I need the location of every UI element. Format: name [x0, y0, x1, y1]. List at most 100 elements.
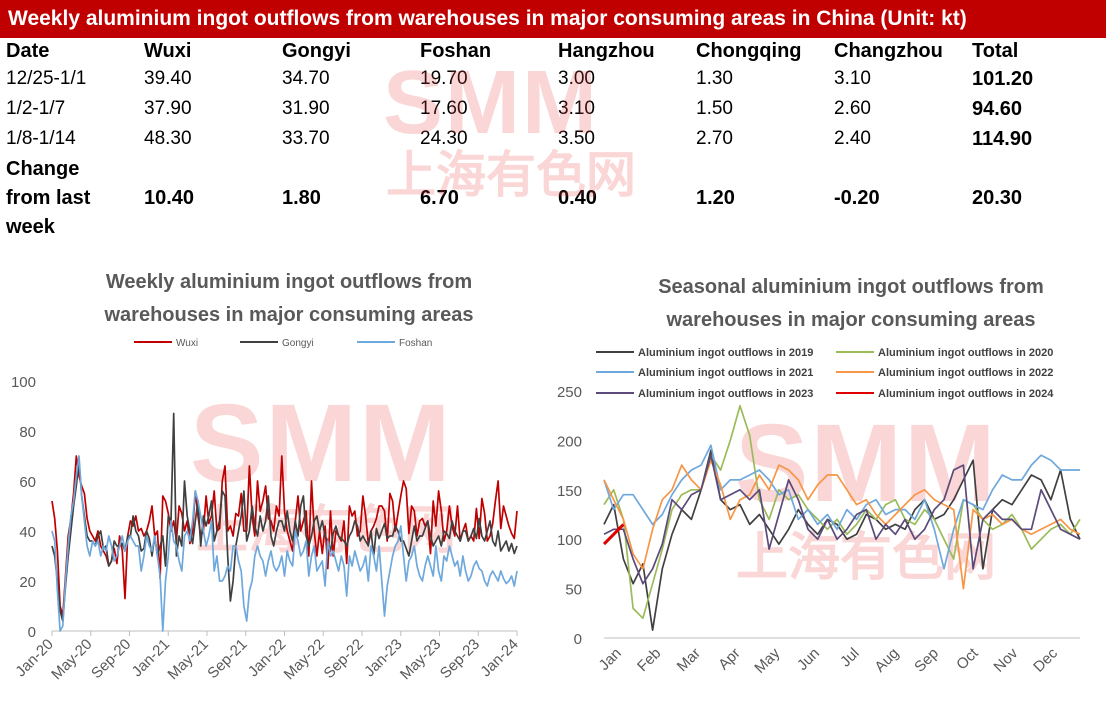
- x-tick-label: Sep-20: [88, 636, 134, 682]
- legend-label: Foshan: [399, 338, 432, 349]
- col-header-total: Total: [972, 39, 1019, 62]
- table-cell: 31.90: [282, 98, 330, 119]
- legend-item: Foshan: [357, 338, 432, 349]
- y-tick-label: 150: [557, 483, 582, 500]
- chart-title: Weekly aluminium ingot outflows from: [106, 271, 472, 293]
- chart-title: Seasonal aluminium ingot outflows from: [658, 276, 1044, 298]
- series-line: [602, 523, 625, 546]
- table-cell: 3.10: [558, 98, 595, 119]
- legend-item: Aluminium ingot outflows in 2022: [836, 367, 1053, 379]
- x-tick-label: Dec: [1030, 644, 1061, 675]
- table-cell: 2.70: [696, 128, 733, 149]
- table-cell: 39.40: [144, 68, 192, 89]
- change-label: Change from last week: [0, 154, 138, 242]
- series-line-foshan: [51, 455, 518, 632]
- x-tick-label: Sep-22: [321, 636, 367, 682]
- legend-item: Aluminium ingot outflows in 2024: [836, 388, 1054, 400]
- x-tick-label: Jul: [837, 645, 863, 671]
- series-line-wuxi: [51, 455, 518, 617]
- legend-label: Aluminium ingot outflows in 2023: [638, 388, 813, 400]
- table-cell: 3.50: [558, 128, 595, 149]
- change-cell: 10.40: [144, 186, 195, 209]
- table-cell: 37.90: [144, 98, 192, 119]
- chart-title: warehouses in major consuming areas: [103, 304, 473, 326]
- y-tick-label: 100: [557, 532, 582, 549]
- outflow-table: Date Wuxi Gongyi Foshan Hangzhou Chongqi…: [0, 38, 1106, 242]
- x-tick-label: Feb: [634, 645, 664, 675]
- table-cell: 1.30: [696, 68, 733, 89]
- table-cell: 19.70: [420, 68, 468, 89]
- table-cell: 1.50: [696, 98, 733, 119]
- table-cell-total: 114.90: [972, 127, 1033, 150]
- legend-item: Aluminium ingot outflows in 2023: [596, 388, 813, 400]
- legend-item: Aluminium ingot outflows in 2021: [596, 367, 813, 379]
- x-tick-label: Sep-21: [204, 636, 250, 682]
- x-tick-label: Mar: [674, 645, 704, 675]
- change-cell: 0.40: [558, 186, 597, 209]
- weekly-outflow-chart: Weekly aluminium ingot outflows from war…: [11, 271, 522, 683]
- x-tick-label: Nov: [990, 644, 1021, 675]
- table-cell-total: 94.60: [972, 97, 1023, 120]
- series-line: [603, 454, 1081, 585]
- table-cell: 1/8-1/14: [6, 128, 76, 149]
- x-tick-label: May-23: [397, 636, 444, 683]
- table-row: 1/2-1/7 37.90 31.90 17.60 3.10 1.50 2.60…: [0, 94, 1106, 124]
- legend-label: Aluminium ingot outflows in 2019: [638, 347, 813, 359]
- legend-label: Gongyi: [282, 338, 314, 349]
- table-cell: 3.00: [558, 68, 595, 89]
- x-tick-label: Jun: [794, 645, 823, 674]
- change-label-line: week: [6, 215, 55, 238]
- change-cell: 20.30: [972, 186, 1023, 209]
- table-cell: 1/2-1/7: [6, 98, 66, 119]
- legend-label: Aluminium ingot outflows in 2021: [638, 367, 813, 379]
- col-header-date: Date: [6, 39, 50, 62]
- table-cell: 34.70: [282, 68, 330, 89]
- legend-item: Wuxi: [134, 338, 198, 349]
- series-line: [603, 459, 1081, 590]
- col-header-changzhou: Changzhou: [834, 39, 943, 62]
- table-cell: 17.60: [420, 98, 468, 119]
- x-tick-label: Jan: [596, 645, 625, 674]
- table-cell: 3.10: [834, 68, 871, 89]
- y-tick-label: 250: [557, 384, 582, 401]
- x-tick-label: Oct: [953, 644, 982, 673]
- seasonal-outflow-chart: Seasonal aluminium ingot outflows from w…: [557, 276, 1081, 677]
- x-tick-label: May-20: [48, 636, 95, 683]
- x-tick-label: Apr: [715, 645, 744, 674]
- table-cell: 48.30: [144, 128, 192, 149]
- x-tick-label: May-21: [164, 636, 211, 683]
- change-cell: 1.20: [696, 186, 735, 209]
- y-tick-label: 100: [11, 374, 36, 391]
- chart-title: warehouses in major consuming areas: [665, 309, 1035, 331]
- table-header-row: Date Wuxi Gongyi Foshan Hangzhou Chongqi…: [0, 38, 1106, 64]
- table-cell: 24.30: [420, 128, 468, 149]
- legend-label: Aluminium ingot outflows in 2022: [878, 367, 1053, 379]
- y-tick-label: 40: [19, 524, 36, 541]
- col-header-hangzhou: Hangzhou: [558, 39, 655, 62]
- change-cell: 6.70: [420, 186, 459, 209]
- y-tick-label: 80: [19, 424, 36, 441]
- change-label-line: Change: [6, 157, 80, 180]
- series-line: [603, 404, 1081, 620]
- change-cell: 1.80: [282, 186, 321, 209]
- legend-label: Aluminium ingot outflows in 2020: [878, 347, 1053, 359]
- legend-item: Aluminium ingot outflows in 2020: [836, 347, 1053, 359]
- change-cell: -0.20: [834, 186, 880, 209]
- col-header-foshan: Foshan: [420, 39, 492, 62]
- banner-title: Weekly aluminium ingot outflows from war…: [0, 0, 1106, 38]
- series-line: [603, 449, 1081, 631]
- x-tick-label: May: [751, 644, 783, 676]
- table-cell-total: 101.20: [972, 67, 1034, 90]
- y-tick-label: 20: [19, 574, 36, 591]
- y-tick-label: 50: [565, 582, 582, 599]
- y-tick-label: 200: [557, 433, 582, 450]
- change-row: Change from last week 10.40 1.80 6.70 0.…: [0, 154, 1106, 242]
- table-cell: 2.60: [834, 98, 871, 119]
- x-tick-label: Aug: [871, 645, 902, 676]
- table-row: 12/25-1/1 39.40 34.70 19.70 3.00 1.30 3.…: [0, 64, 1106, 94]
- col-header-wuxi: Wuxi: [144, 39, 192, 62]
- table-cell: 12/25-1/1: [6, 68, 87, 89]
- x-tick-label: Jan-24: [477, 636, 521, 680]
- change-label-line: from last: [6, 186, 91, 209]
- y-tick-label: 0: [28, 624, 36, 641]
